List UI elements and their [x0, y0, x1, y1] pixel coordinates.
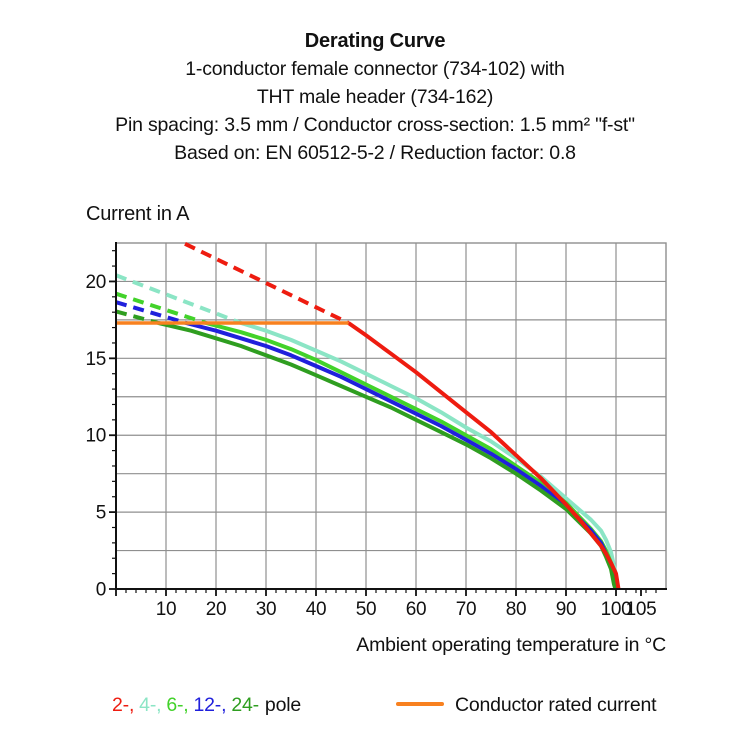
x-tick-label-100: 100: [601, 599, 632, 620]
rated-current-label: Conductor rated current: [455, 694, 657, 716]
subtitle-line-2: THT male header (734-162): [256, 86, 494, 108]
x-tick-label-50: 50: [356, 599, 377, 620]
y-tick-label-5: 5: [96, 503, 106, 524]
curve-24-pole-dashed: [115, 309, 160, 325]
legend-pole-12: 12-,: [193, 694, 227, 716]
x-tick-label-80: 80: [506, 599, 527, 620]
legend-pole-suffix: pole: [264, 694, 301, 716]
curve-4-pole-solid: [240, 321, 620, 590]
curve-2-pole-solid: [347, 321, 621, 590]
x-tick-label-90: 90: [556, 599, 577, 620]
rated-current-line-swatch: [396, 702, 444, 707]
curve-6-pole-solid: [205, 321, 619, 590]
y-tick-label-20: 20: [85, 272, 106, 293]
legend-pole-24: 24-: [231, 694, 259, 716]
plot-frame: [115, 242, 667, 590]
title-block: Derating Curve 1-conductor female connec…: [0, 27, 750, 167]
legend-pole-6: 6-,: [166, 694, 189, 716]
legend-pole-2: 2-,: [112, 694, 135, 716]
curve-12-pole-dashed: [115, 300, 187, 325]
x-tick-label-20: 20: [206, 599, 227, 620]
subtitle-line-1: 1-conductor female connector (734-102) w…: [185, 58, 565, 80]
chart-title: Derating Curve: [304, 30, 446, 52]
curve-6-pole-dashed: [115, 291, 207, 325]
x-tick-label-105: 105: [626, 599, 657, 620]
curve-2-pole-dashed: [184, 242, 350, 325]
subtitle-line-3: Pin spacing: 3.5 mm / Conductor cross-se…: [115, 114, 635, 136]
x-tick-label-40: 40: [306, 599, 327, 620]
curve-24-pole-solid: [158, 321, 618, 590]
legend-rated-current: Conductor rated current: [396, 694, 657, 717]
y-tick-label-0: 0: [96, 580, 106, 601]
x-tick-label-60: 60: [406, 599, 427, 620]
x-tick-label-10: 10: [156, 599, 177, 620]
legend-poles: 2-, 4-, 6-, 12-, 24- pole: [112, 694, 306, 717]
x-tick-label-70: 70: [456, 599, 477, 620]
y-axis-title: Current in A: [86, 203, 190, 225]
x-tick-label-30: 30: [256, 599, 277, 620]
subtitle-line-4: Based on: EN 60512-5-2 / Reduction facto…: [174, 142, 576, 164]
y-tick-label-10: 10: [85, 426, 106, 447]
curve-4-pole-dashed: [115, 273, 242, 325]
y-tick-label-15: 15: [85, 349, 106, 370]
legend-pole-4: 4-,: [139, 694, 162, 716]
x-axis-title: Ambient operating temperature in °C: [356, 634, 666, 656]
